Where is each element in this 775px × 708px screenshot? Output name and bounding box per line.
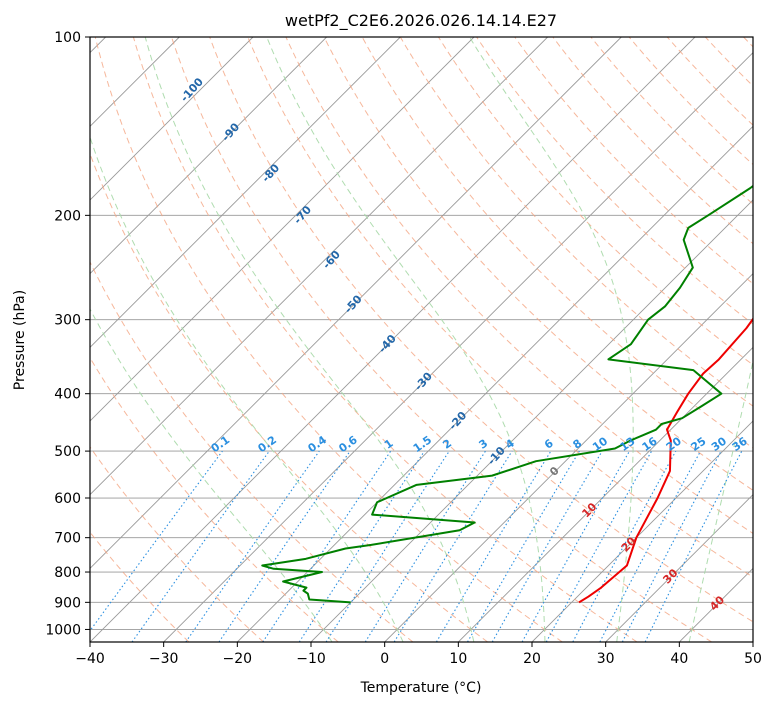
isotherm-line — [90, 37, 548, 496]
x-tick-label: −10 — [296, 651, 326, 667]
y-tick-label: 400 — [54, 387, 81, 403]
mixing-ratio-line — [572, 450, 677, 642]
mixing-ratio-line — [521, 450, 630, 642]
y-tick-label: 1000 — [45, 622, 81, 638]
x-tick-label: 30 — [597, 651, 615, 667]
x-tick-label: −30 — [149, 651, 179, 667]
dry-adiabat-line — [476, 37, 753, 325]
moist-adiabat-line — [90, 135, 404, 642]
isotherm-line — [90, 37, 622, 569]
mixing-ratio-line — [545, 450, 653, 642]
isotherm-line — [605, 494, 753, 642]
y-tick-label: 500 — [54, 444, 81, 460]
y-tick-label: 800 — [54, 565, 81, 581]
isotherm-line — [531, 420, 753, 642]
dry-adiabat-line — [209, 37, 753, 623]
y-tick-label: 100 — [54, 30, 81, 46]
dry-adiabat-line — [361, 37, 753, 449]
temperature-profile-line — [578, 317, 753, 604]
dewpoint-profile-line — [261, 184, 753, 604]
dry-adiabat-line — [514, 37, 753, 285]
x-tick-label: 20 — [523, 651, 541, 667]
dry-adiabat-line — [90, 260, 414, 642]
mixing-ratio-line — [435, 450, 552, 642]
x-tick-label: −40 — [75, 651, 105, 667]
x-tick-label: 10 — [449, 651, 467, 667]
isotherm-line — [384, 273, 753, 642]
mixing-ratio-line — [90, 450, 223, 632]
plot-area — [90, 37, 753, 642]
y-tick-label: 700 — [54, 531, 81, 547]
mixing-ratio-line — [218, 450, 351, 642]
x-tick-label: 0 — [380, 651, 389, 667]
dry-adiabat-line — [90, 446, 264, 642]
moist-adiabat-line — [144, 37, 475, 642]
mixing-ratio-line — [491, 450, 603, 642]
mixing-ratio-line — [131, 450, 270, 642]
isotherm-line — [458, 346, 753, 642]
isotherm-line — [90, 37, 696, 642]
dry-adiabat-line — [628, 37, 753, 166]
mixing-ratio-line — [185, 450, 320, 642]
mixing-ratio-line — [467, 450, 580, 642]
y-tick-label: 200 — [54, 208, 81, 224]
y-axis-label: Pressure (hPa) — [12, 290, 28, 390]
mixing-ratio-line — [364, 450, 486, 642]
dry-adiabat-line — [132, 37, 638, 642]
x-axis-label: Temperature (°C) — [360, 680, 482, 696]
dry-adiabat-line — [399, 37, 753, 407]
moist-adiabat-line — [688, 358, 753, 642]
moist-adiabat-line — [90, 308, 333, 642]
dry-adiabat-line — [94, 37, 563, 642]
y-tick-label: 900 — [54, 595, 81, 611]
axis-ticks: −40 −30 −20 −10 0 10 20 30 40 50 100 200 300 400 500 60… — [45, 30, 762, 667]
dry-adiabat-line — [247, 37, 753, 578]
x-tick-label: 40 — [670, 651, 688, 667]
chart-title: wetPf2_C2E6.2026.026.14.14.E27 — [285, 11, 557, 31]
x-tick-label: −20 — [223, 651, 253, 667]
x-tick-label: 50 — [744, 651, 762, 667]
mixing-ratio-line — [393, 450, 513, 642]
plot-frame — [89, 36, 754, 643]
isotherm-line — [90, 37, 254, 201]
dry-adiabat-line — [323, 37, 753, 491]
isotherm-line — [237, 125, 753, 642]
y-tick-label: 300 — [54, 313, 81, 329]
moist-adiabat-line — [266, 37, 546, 642]
isotherm-line — [163, 52, 753, 642]
y-tick-label: 600 — [54, 491, 81, 507]
isotherm-line — [90, 37, 475, 422]
isotherm-line — [90, 37, 327, 275]
isotherm-line — [90, 37, 401, 348]
